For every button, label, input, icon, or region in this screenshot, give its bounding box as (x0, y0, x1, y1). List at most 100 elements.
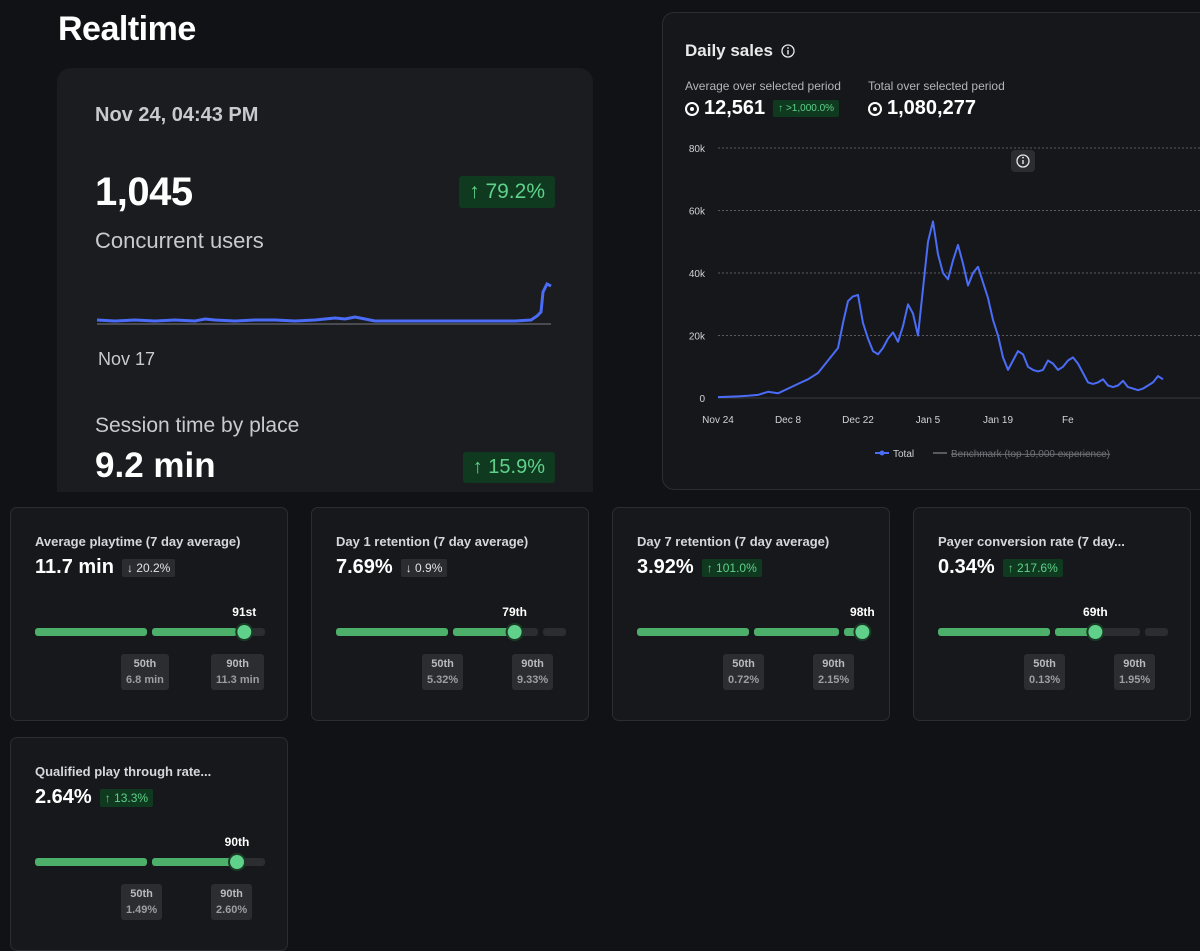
benchmark-p90-chip: 90th 11.3 min (211, 654, 265, 690)
metric-change-badge: ↑ 217.6% (1002, 558, 1063, 577)
x-tick-label: Jan 19 (983, 415, 1013, 426)
metric-value: 11.7 min (35, 556, 114, 578)
metric-card[interactable]: Qualified play through rate... 2.64% ↑ 13.… (10, 737, 288, 951)
total-period-value: 1,080,277 (887, 97, 976, 119)
percentile-bar: 98th (637, 605, 875, 641)
total-period-label: Total over selected period (868, 79, 1005, 93)
legend-benchmark-label: Benchmark (top 10,000 experience) (951, 449, 1110, 460)
session-time-change-badge: ↑ 15.9% (462, 452, 555, 483)
legend-total-label: Total (893, 449, 914, 460)
percentile-track-segment (543, 628, 566, 636)
benchmark-p90-label: 90th (1123, 658, 1146, 670)
y-tick-label: 80k (689, 144, 706, 155)
legend-benchmark[interactable]: Benchmark (top 10,000 experience) (933, 449, 1110, 460)
daily-sales-chart: 0 20k 40k 60k 80k Nov 24 Dec 8 Dec 22 Jan 5 Jan … (689, 144, 1200, 460)
session-time-label: Session time by place (95, 414, 300, 437)
percentile-bar: 79th (336, 605, 566, 641)
percentile-fill-segment (35, 628, 147, 636)
benchmark-p50-chip: 50th 1.49% (121, 884, 163, 920)
realtime-card: Nov 24, 04:43 PM 1,045 ↑ 79.2% Concurren… (57, 68, 593, 492)
benchmark-p50-chip: 50th 6.8 min (121, 654, 169, 690)
concurrent-users-sparkline (96, 281, 552, 325)
x-tick-label: Jan 5 (916, 415, 941, 426)
benchmark-p90-chip: 90th 2.15% (813, 654, 855, 690)
benchmark-p90-label: 90th (822, 658, 845, 670)
benchmark-p50-chip: 50th 5.32% (422, 654, 464, 690)
metric-card[interactable]: Day 1 retention (7 day average) 7.69% ↓ 0.… (311, 507, 589, 721)
benchmark-p50-value: 6.8 min (126, 674, 164, 686)
metric-card[interactable]: Day 7 retention (7 day average) 3.92% ↑ 10… (612, 507, 890, 721)
concurrent-users-label: Concurrent users (95, 228, 264, 253)
percentile-fill-segment (453, 628, 515, 636)
metric-value-row: 3.92% ↑ 101.0% (637, 556, 762, 579)
benchmark-p90-label: 90th (220, 888, 243, 900)
percentile-marker (505, 623, 524, 641)
percentile-fill-segment (1055, 628, 1096, 636)
percentile-fill-segment (35, 858, 147, 866)
benchmark-p90-value: 2.60% (216, 904, 248, 916)
daily-sales-title: Daily sales (685, 41, 795, 61)
metric-card[interactable]: Payer conversion rate (7 day... 0.34% ↑ 21… (913, 507, 1191, 721)
percentile-bar: 90th (35, 835, 265, 871)
avg-period-value: 12,561 (704, 97, 766, 119)
percentile-label: 90th (225, 835, 250, 849)
sparkline-start-date: Nov 17 (98, 349, 156, 369)
avg-period-stat: 12,561 ↑ >1,000.0% (685, 97, 840, 120)
percentile-label: 69th (1083, 605, 1108, 619)
robux-icon (685, 101, 699, 116)
metric-value: 7.69% (336, 556, 393, 578)
metric-change-badge: ↑ 13.3% (99, 788, 154, 807)
benchmark-p50-chip: 50th 0.72% (723, 654, 765, 690)
metric-change-badge: ↓ 20.2% (121, 558, 176, 577)
benchmark-p90-chip: 90th 9.33% (512, 654, 554, 690)
metric-value-row: 2.64% ↑ 13.3% (35, 786, 154, 809)
percentile-label: 98th (850, 605, 875, 619)
benchmark-p90-value: 9.33% (517, 674, 549, 686)
benchmark-p50-value: 0.72% (728, 674, 760, 686)
y-tick-label: 0 (699, 394, 705, 405)
benchmark-p90-label: 90th (521, 658, 544, 670)
benchmark-p90-value: 11.3 min (216, 674, 260, 686)
metric-value: 0.34% (938, 556, 995, 578)
metric-title: Average playtime (7 day average) (35, 534, 241, 549)
percentile-track-segment (1145, 628, 1168, 636)
benchmark-p90-value: 2.15% (818, 674, 850, 686)
percentile-label: 79th (502, 605, 527, 619)
total-period-stat: 1,080,277 (868, 97, 976, 120)
avg-period-change-badge: ↑ >1,000.0% (773, 100, 840, 117)
metric-value-row: 11.7 min ↓ 20.2% (35, 556, 176, 579)
x-tick-label: Fe (1062, 415, 1074, 426)
benchmark-p50-label: 50th (1033, 658, 1056, 670)
y-tick-label: 60k (689, 207, 706, 218)
benchmark-p50-value: 5.32% (427, 674, 459, 686)
percentile-marker (228, 853, 246, 871)
concurrent-users-value: 1,045 (95, 170, 193, 214)
session-time-value: 9.2 min (95, 446, 216, 485)
benchmark-p90-chip: 90th 1.95% (1114, 654, 1156, 690)
avg-period-label: Average over selected period (685, 79, 841, 93)
x-tick-label: Dec 22 (842, 415, 874, 426)
benchmark-p90-value: 1.95% (1119, 674, 1151, 686)
sparkline-line (96, 281, 552, 323)
info-icon[interactable] (780, 44, 795, 58)
metric-card[interactable]: Average playtime (7 day average) 11.7 min… (10, 507, 288, 721)
x-tick-label: Dec 8 (775, 415, 802, 426)
concurrent-users-change-badge: ↑ 79.2% (459, 176, 555, 208)
benchmark-p50-value: 1.49% (126, 904, 158, 916)
metric-title: Qualified play through rate... (35, 764, 212, 779)
daily-sales-card: Daily sales Average over selected period… (662, 12, 1200, 490)
chart-annotation-marker[interactable] (1011, 150, 1035, 172)
percentile-fill-segment (152, 858, 237, 866)
series-line-total (717, 220, 1164, 399)
legend-total[interactable]: Total (875, 449, 914, 460)
metric-title: Day 7 retention (7 day average) (637, 534, 830, 549)
x-tick-label: Nov 24 (702, 415, 734, 426)
page-title: Realtime (58, 10, 196, 48)
benchmark-p50-label: 50th (732, 658, 755, 670)
percentile-fill-segment (938, 628, 1050, 636)
percentile-marker (853, 623, 872, 641)
benchmark-p50-label: 50th (431, 658, 454, 670)
metric-value-row: 0.34% ↑ 217.6% (938, 556, 1063, 579)
benchmark-p50-value: 0.13% (1029, 674, 1061, 686)
percentile-fill-segment (336, 628, 448, 636)
